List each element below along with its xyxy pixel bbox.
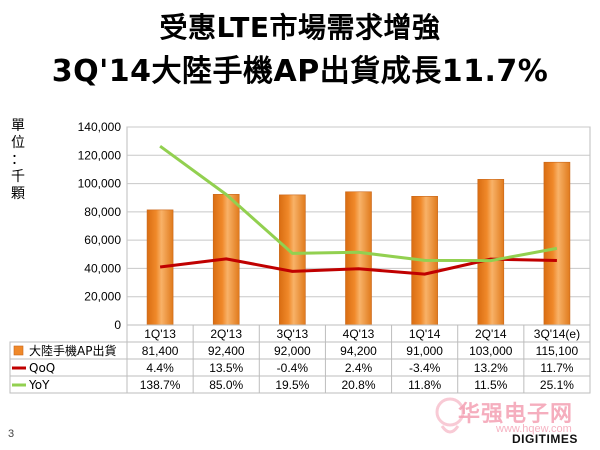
data-label: 94,200 xyxy=(340,344,377,358)
data-label: 13.2% xyxy=(474,361,508,375)
bar xyxy=(146,209,174,326)
data-label: -3.4% xyxy=(409,361,441,375)
bar xyxy=(543,161,571,326)
y-tick-label: 100,000 xyxy=(78,177,122,191)
y-axis-unit-label: 單 位 ： 千 顆 xyxy=(8,118,28,203)
page-number: 3 xyxy=(8,428,15,440)
x-tick-label: 1Q'13 xyxy=(144,327,176,341)
data-label: 11.8% xyxy=(408,378,441,392)
x-tick-label: 3Q'14(e) xyxy=(534,327,580,341)
data-label: 4.4% xyxy=(146,361,174,375)
y-unit-char: 位 xyxy=(11,135,25,151)
bar xyxy=(477,179,505,326)
title-line2: 3Q'14大陸手機AP出貨成長11.7% xyxy=(51,54,549,89)
legend-label: QoQ xyxy=(29,361,55,375)
data-label: 25.1% xyxy=(540,378,574,392)
legend-swatch-bar xyxy=(13,345,24,356)
y-tick-label: 20,000 xyxy=(84,290,121,304)
x-tick-label: 2Q'14 xyxy=(475,327,507,341)
y-tick-label: 0 xyxy=(114,318,121,332)
data-label: 2.4% xyxy=(345,361,373,375)
y-unit-char: 單 xyxy=(11,118,25,134)
legend-label: 大陸手機AP出貨 xyxy=(29,343,116,358)
data-label: 11.5% xyxy=(474,378,507,392)
data-label: 103,000 xyxy=(469,344,513,358)
x-tick-label: 2Q'13 xyxy=(210,327,242,341)
legend-label: YoY xyxy=(28,378,50,392)
yoy-line xyxy=(159,144,558,263)
y-tick-label: 140,000 xyxy=(78,120,122,134)
title-line1: 受惠LTE市場需求增強 xyxy=(159,11,441,44)
data-label: 81,400 xyxy=(142,344,179,358)
watermark-url: www.hqew.com xyxy=(496,423,572,435)
data-label: 20.8% xyxy=(341,378,375,392)
data-label: 138.7% xyxy=(140,378,181,392)
digitimes-logo: DIGITIMES xyxy=(512,432,578,446)
watermark-text: 华强电子网 xyxy=(458,402,574,427)
data-label: 19.5% xyxy=(275,378,309,392)
y-tick-label: 60,000 xyxy=(84,233,121,247)
x-tick-label: 3Q'13 xyxy=(277,327,309,341)
y-unit-char: ： xyxy=(11,152,25,168)
x-tick-label: 1Q'14 xyxy=(409,327,441,341)
x-tick-label: 4Q'13 xyxy=(343,327,375,341)
y-unit-char: 千 xyxy=(11,169,25,185)
watermark-logo xyxy=(435,397,465,434)
y-unit-char: 顆 xyxy=(11,186,25,202)
y-tick-label: 40,000 xyxy=(84,261,121,275)
data-label: 92,400 xyxy=(208,344,245,358)
bar xyxy=(345,191,372,326)
data-label: 11.7% xyxy=(540,361,573,375)
data-label: 13.5% xyxy=(209,361,243,375)
bar xyxy=(279,194,306,326)
data-label: -0.4% xyxy=(277,361,309,375)
data-label: 92,000 xyxy=(274,344,311,358)
y-tick-label: 120,000 xyxy=(78,148,122,162)
y-tick-label: 80,000 xyxy=(84,205,121,219)
data-label: 115,100 xyxy=(536,344,579,358)
data-label: 91,000 xyxy=(406,344,443,358)
data-label: 85.0% xyxy=(209,378,243,392)
